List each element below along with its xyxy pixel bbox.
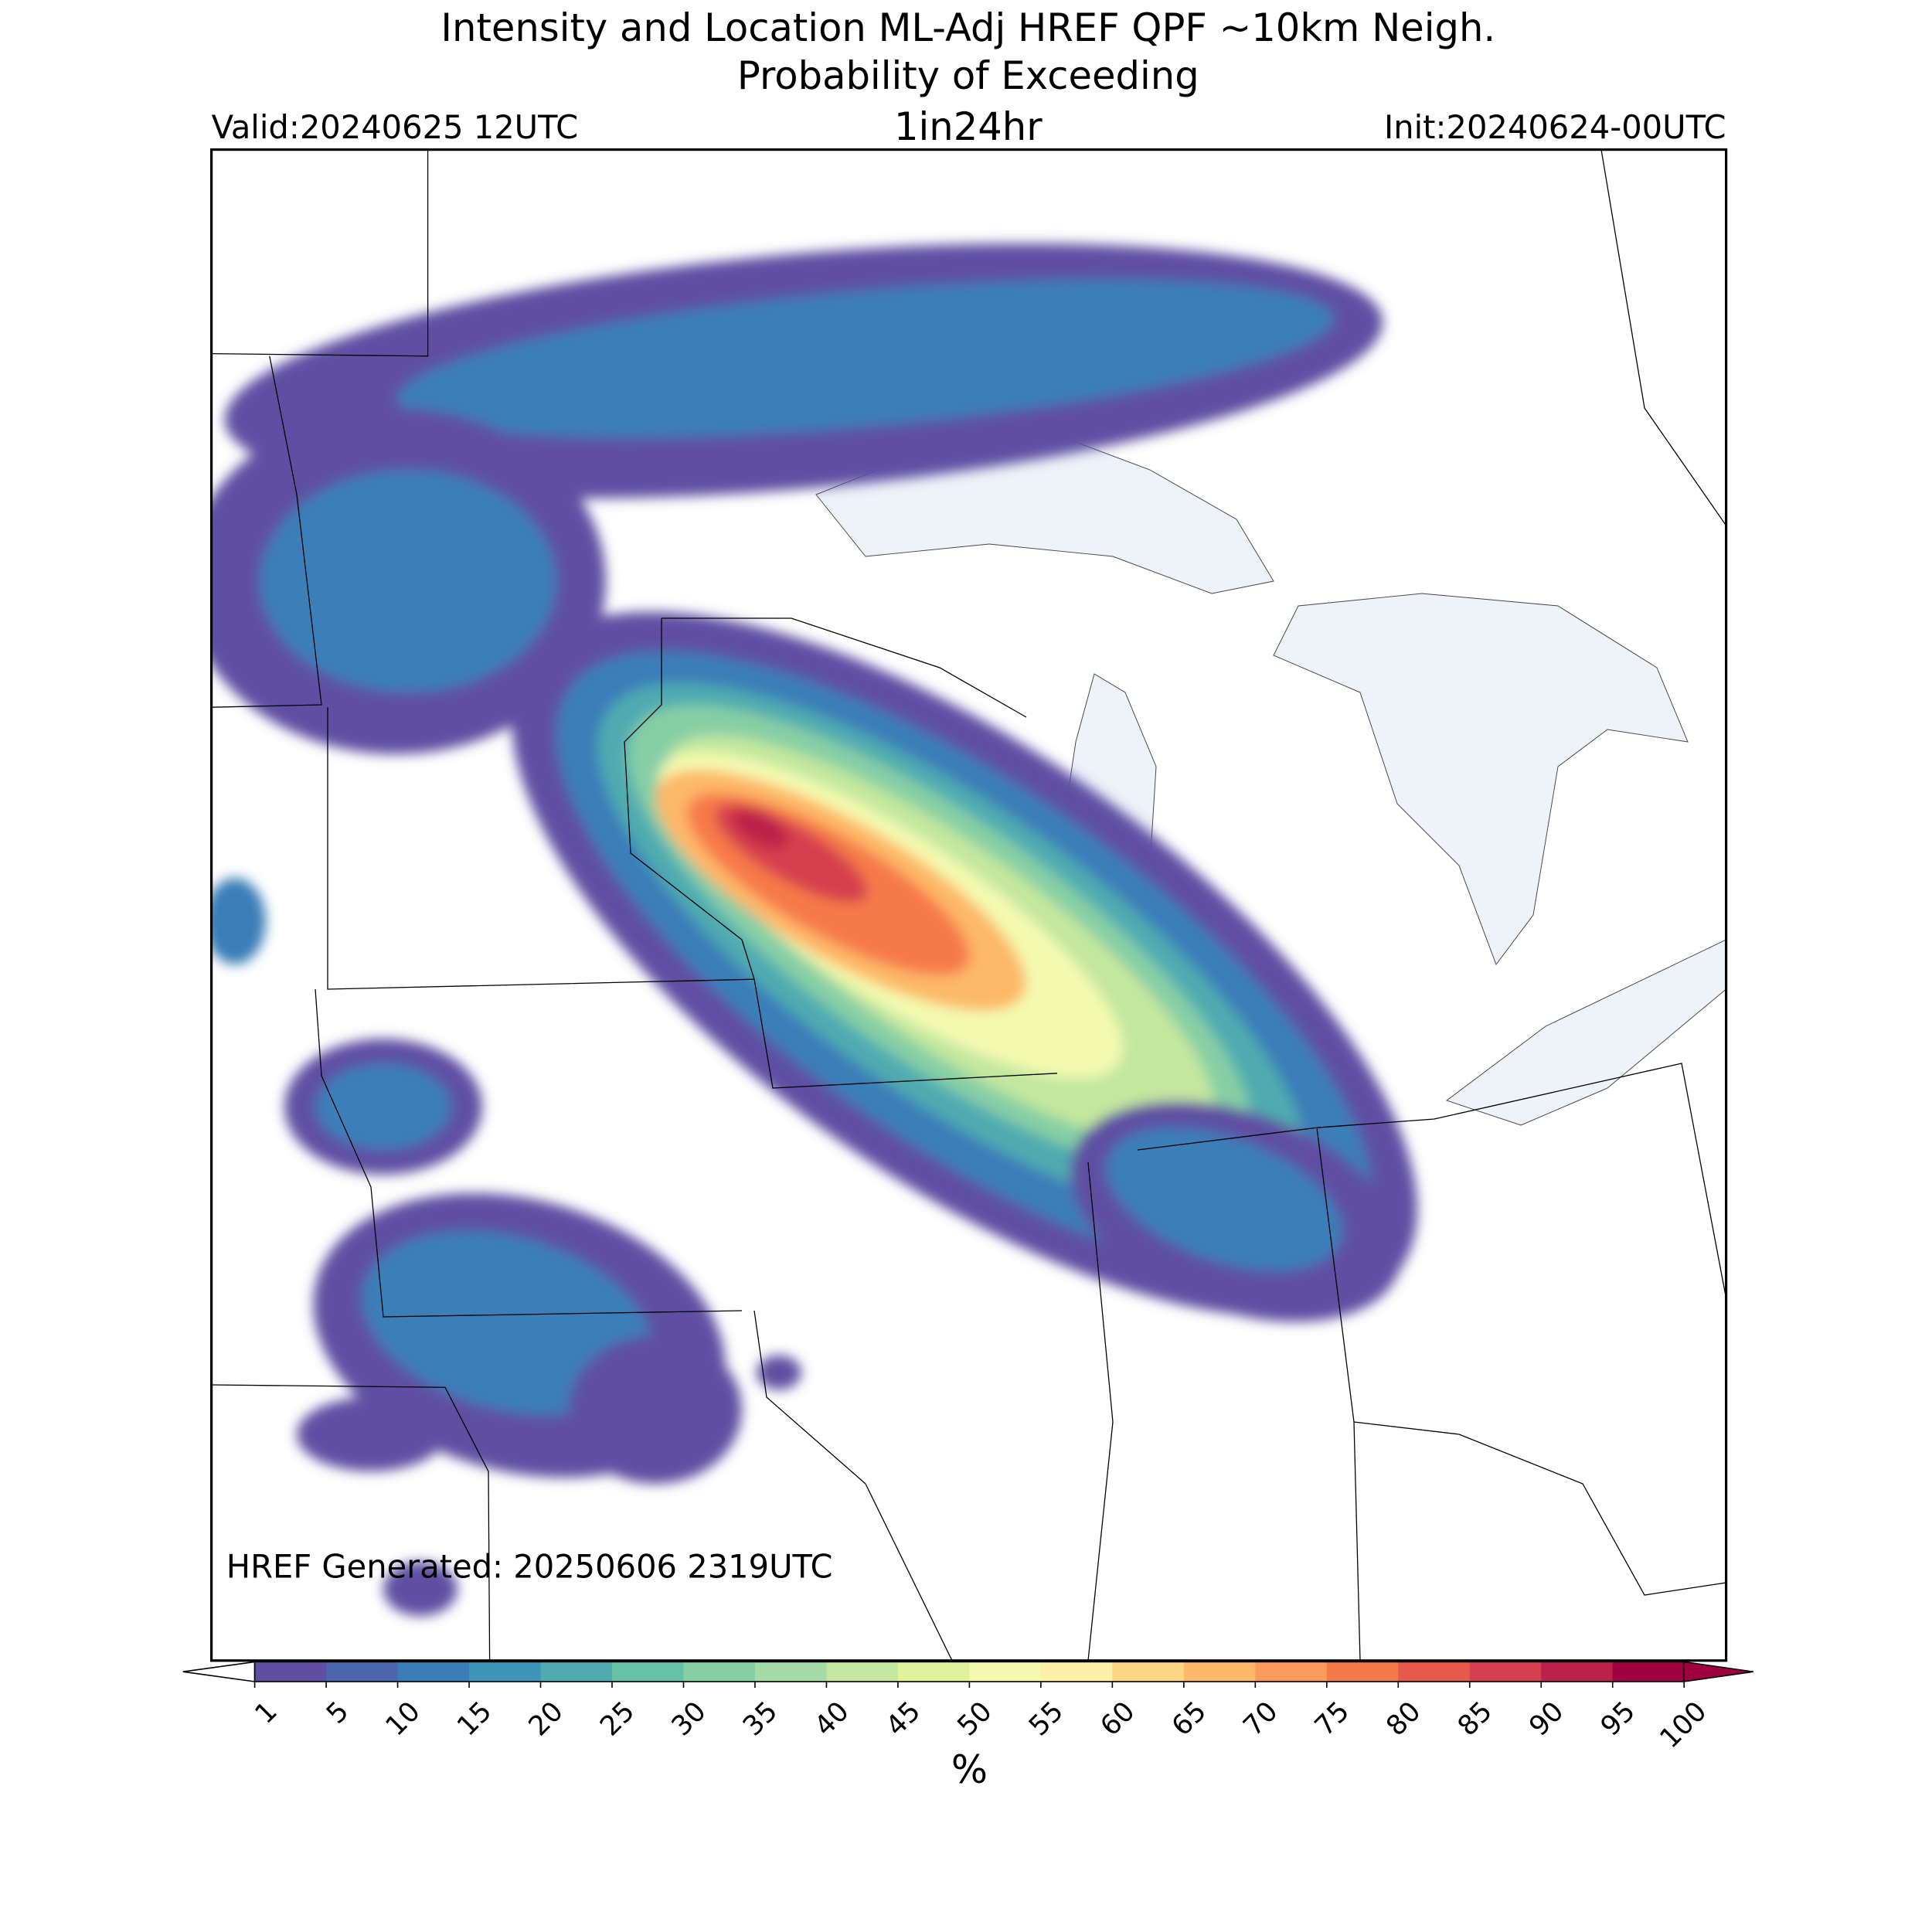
colorbar-tick-label: 45 <box>880 1696 927 1743</box>
colorbar-tick-label: 25 <box>594 1696 641 1743</box>
colorbar-tick-label: 15 <box>451 1696 498 1743</box>
colorbar-tick-label: 55 <box>1022 1696 1070 1743</box>
threshold: 1in24hr <box>894 104 1043 149</box>
colorbar-segment <box>1469 1662 1543 1682</box>
colorbar-tick-label: 100 <box>1654 1696 1713 1754</box>
colorbar-tick-label: 1 <box>249 1696 284 1730</box>
colorbar-segment <box>683 1662 756 1682</box>
colorbar-tick-label: 10 <box>379 1696 427 1743</box>
colorbar-tick-label: 95 <box>1594 1696 1641 1743</box>
colorbar-tick-label: 85 <box>1451 1696 1498 1743</box>
colorbar-tick-label: 30 <box>665 1696 713 1743</box>
colorbar-label: % <box>951 1747 988 1792</box>
colorbar-segment <box>1326 1662 1400 1682</box>
colorbar-tick-label: 5 <box>321 1696 355 1730</box>
colorbar-segment <box>826 1662 899 1682</box>
colorbar-segment <box>1112 1662 1185 1682</box>
colorbar-segment <box>754 1662 828 1682</box>
colorbar-tick-label: 35 <box>737 1696 784 1743</box>
precip-field <box>211 243 1418 1617</box>
colorbar: 1 5 10 15 20 25 30 35 40 45 50 55 60 65 70 75 80 85 90 95 10… <box>182 1661 1753 1754</box>
figure: Intensity and Location ML-Adj HREF QPF ~… <box>182 5 1753 1792</box>
colorbar-segment <box>469 1662 542 1682</box>
colorbar-segment <box>1183 1662 1257 1682</box>
colorbar-tick-label: 40 <box>808 1696 855 1743</box>
colorbar-tick-label: 60 <box>1094 1696 1141 1743</box>
map-frame <box>210 148 1728 1662</box>
colorbar-tick-label: 65 <box>1165 1696 1213 1743</box>
valid-time: Valid:20240625 12UTC <box>212 108 579 146</box>
map <box>211 149 1726 1661</box>
colorbar-tick-label: 50 <box>951 1696 998 1743</box>
state-borders <box>211 149 1726 1661</box>
colorbar-tick-label: 80 <box>1380 1696 1427 1743</box>
init-time: Init:20240624-00UTC <box>1384 108 1726 146</box>
title-line2: Probability of Exceeding <box>737 53 1199 98</box>
colorbar-segment <box>254 1662 327 1682</box>
colorbar-over <box>1683 1661 1753 1682</box>
colorbar-under <box>182 1661 256 1682</box>
colorbar-tick-label: 75 <box>1308 1696 1355 1743</box>
colorbar-segment <box>1612 1662 1685 1682</box>
generated-note: HREF Generated: 20250606 2319UTC <box>226 1548 833 1586</box>
colorbar-segment <box>897 1662 971 1682</box>
title-line1: Intensity and Location ML-Adj HREF QPF ~… <box>440 5 1495 50</box>
colorbar-segment <box>397 1662 470 1682</box>
colorbar-tick-label: 90 <box>1523 1696 1570 1743</box>
colorbar-segment <box>1040 1662 1114 1682</box>
colorbar-segment <box>540 1662 613 1682</box>
colorbar-segment <box>1255 1662 1328 1682</box>
colorbar-segment <box>969 1662 1042 1682</box>
colorbar-segment <box>1398 1662 1471 1682</box>
colorbar-tick-label: 20 <box>522 1696 570 1743</box>
colorbar-tick-label: 70 <box>1237 1696 1284 1743</box>
colorbar-segment <box>326 1662 399 1682</box>
colorbar-segment <box>1541 1662 1614 1682</box>
colorbar-segment <box>612 1662 685 1682</box>
